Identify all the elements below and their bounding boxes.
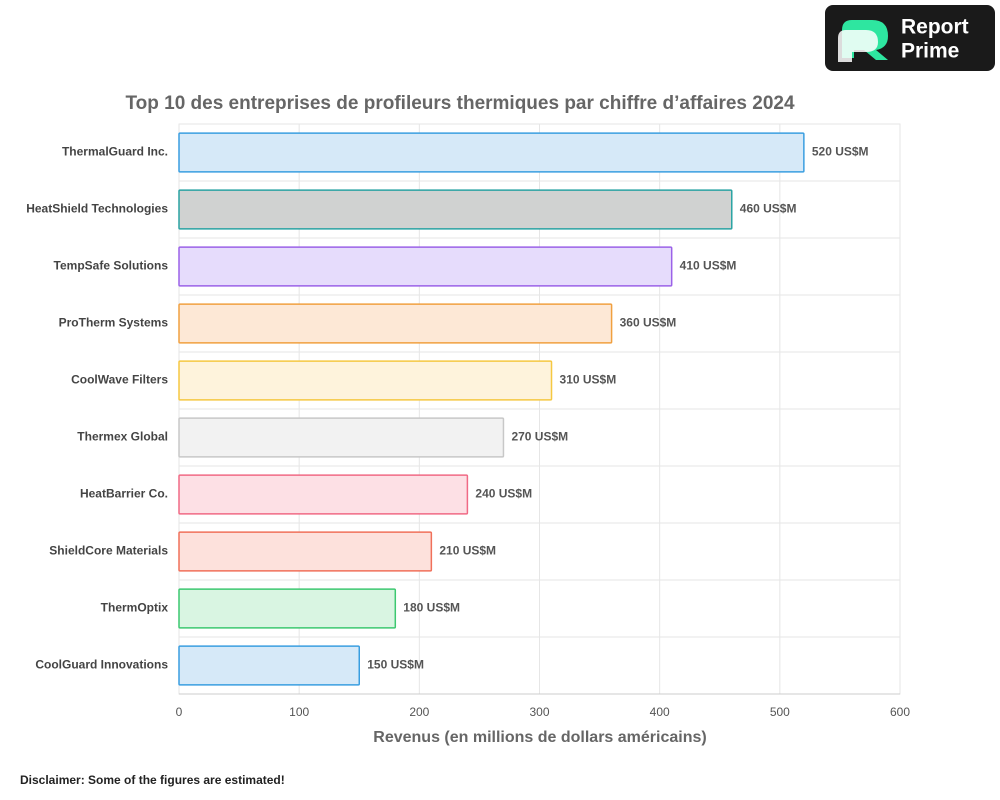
bar [178, 474, 469, 515]
x-tick-label: 0 [176, 705, 183, 719]
bar [178, 360, 553, 401]
value-label: 180 US$M [403, 601, 460, 615]
x-axis-title: Revenus (en millions de dollars américai… [373, 729, 706, 746]
bar [178, 303, 613, 344]
y-tick-label: HeatBarrier Co. [80, 487, 168, 501]
logo-text: Prime [901, 40, 959, 63]
x-tick-label: 600 [890, 705, 910, 719]
y-tick-label: ThermOptix [101, 601, 169, 615]
value-label: 240 US$M [475, 487, 532, 501]
x-tick-label: 400 [650, 705, 670, 719]
x-tick-label: 300 [529, 705, 549, 719]
y-tick-label: ProTherm Systems [59, 316, 169, 330]
value-label: 310 US$M [560, 373, 617, 387]
value-label: 360 US$M [620, 316, 677, 330]
bar [178, 645, 360, 686]
y-tick-label: ThermalGuard Inc. [62, 145, 168, 159]
value-label: 460 US$M [740, 202, 797, 216]
value-label: 410 US$M [680, 259, 737, 273]
value-label: 210 US$M [439, 544, 496, 558]
value-label: 150 US$M [367, 658, 424, 672]
x-tick-label: 500 [770, 705, 790, 719]
y-tick-label: Thermex Global [77, 430, 168, 444]
footnote: Disclaimer: Some of the figures are esti… [20, 773, 285, 787]
y-tick-label: CoolGuard Innovations [35, 658, 168, 672]
value-label: 270 US$M [511, 430, 568, 444]
chart-title: Top 10 des entreprises de profileurs the… [125, 93, 795, 114]
y-tick-label: HeatShield Technologies [26, 202, 168, 216]
bar [178, 531, 433, 572]
bar [178, 132, 805, 173]
y-tick-label: TempSafe Solutions [54, 259, 169, 273]
logo-text: Report [901, 16, 969, 39]
y-tick-label: ShieldCore Materials [49, 544, 168, 558]
value-label: 520 US$M [812, 145, 869, 159]
x-tick-label: 100 [289, 705, 309, 719]
bar [178, 417, 505, 458]
bar [178, 246, 673, 287]
bar [178, 189, 733, 230]
logo-icon-overlay [838, 30, 878, 62]
bar [178, 588, 397, 629]
x-tick-label: 200 [409, 705, 429, 719]
y-tick-label: CoolWave Filters [71, 373, 168, 387]
